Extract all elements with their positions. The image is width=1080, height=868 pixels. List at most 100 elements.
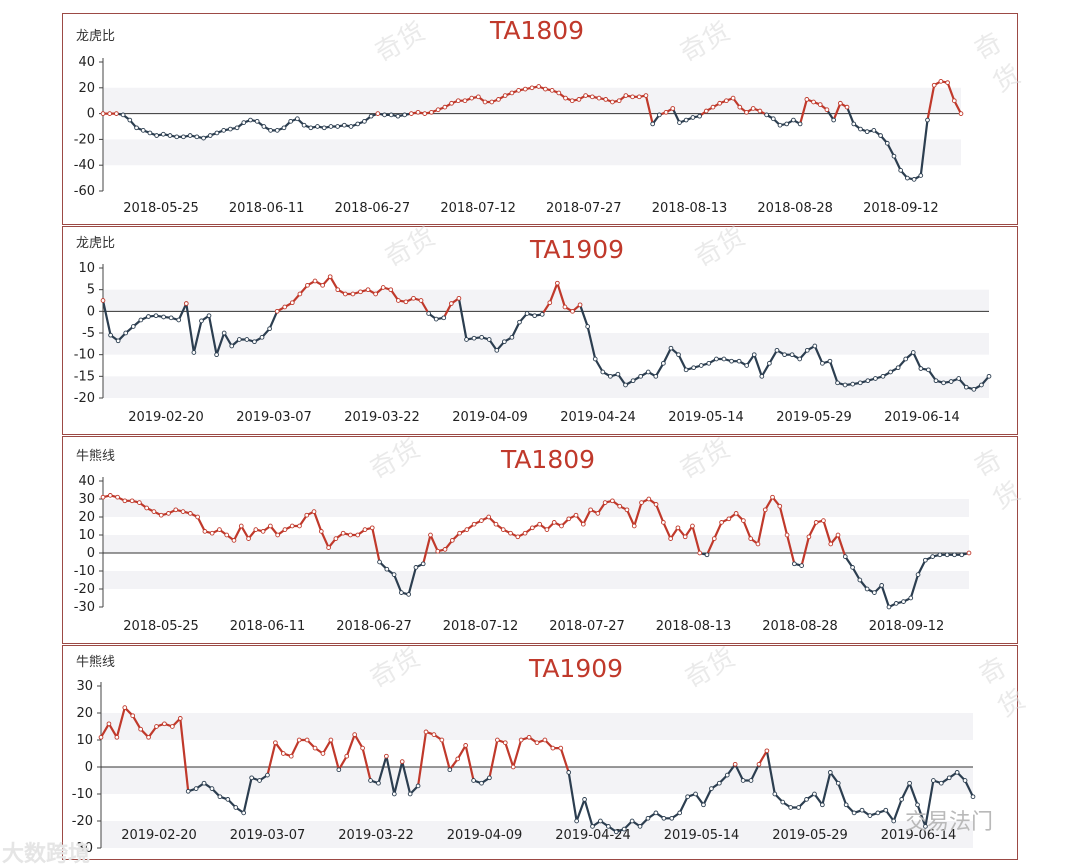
data-point — [915, 802, 920, 808]
data-point — [486, 514, 492, 520]
x-tick-label: 2019-04-09 — [452, 410, 528, 425]
data-point — [395, 113, 401, 119]
data-point — [289, 523, 295, 529]
data-point — [455, 756, 461, 762]
data-point — [214, 130, 220, 136]
data-point — [167, 133, 173, 138]
data-point — [780, 799, 786, 805]
data-point — [596, 95, 602, 101]
data-point — [585, 324, 590, 329]
data-point — [365, 287, 371, 293]
data-point — [668, 536, 673, 541]
data-point — [683, 367, 689, 373]
data-point — [623, 93, 629, 98]
data-point — [697, 550, 703, 556]
series-line-segment — [422, 533, 432, 565]
data-point — [945, 80, 950, 85]
series-line-segment — [101, 299, 112, 337]
data-point — [516, 88, 521, 93]
data-point — [108, 332, 113, 338]
series-line-segment — [556, 282, 567, 309]
series-line-segment — [705, 537, 716, 556]
data-point — [274, 308, 280, 314]
data-point — [524, 311, 530, 316]
data-point — [114, 734, 120, 740]
series-line-segment — [654, 362, 665, 378]
chart-title: TA1809 — [490, 16, 585, 45]
data-point — [288, 753, 294, 759]
data-point — [288, 118, 294, 124]
data-point — [320, 282, 325, 288]
data-point — [120, 112, 126, 118]
data-point — [435, 107, 441, 113]
data-point — [948, 379, 954, 384]
data-point — [415, 109, 421, 115]
y-tick-label: -10 — [74, 564, 95, 579]
data-point — [898, 168, 904, 173]
series-line-segment — [99, 722, 111, 739]
data-point — [355, 121, 361, 127]
data-point — [582, 797, 587, 802]
data-point — [629, 818, 635, 824]
y-tick-label: -30 — [72, 841, 93, 856]
data-point — [986, 373, 992, 379]
y-tick-label: -5 — [82, 326, 95, 341]
data-point — [691, 365, 697, 371]
data-point — [231, 538, 237, 543]
data-point — [703, 108, 709, 114]
data-point — [962, 778, 968, 783]
data-point — [784, 532, 790, 538]
data-point — [542, 737, 548, 743]
data-point — [457, 530, 462, 536]
data-point — [526, 734, 532, 740]
series-line-segment — [345, 733, 356, 758]
y-tick-label: 10 — [78, 528, 95, 543]
series-line-segment — [734, 763, 745, 782]
series-line-segment — [908, 782, 919, 806]
line-chart-0: 40 20 0 -20 -40 -60 2018-05-25 2018-06-11 2018-0… — [74, 55, 964, 216]
data-point — [166, 511, 171, 516]
chart-title: TA1909 — [530, 235, 625, 264]
data-point — [767, 360, 772, 366]
data-point — [341, 122, 347, 128]
series-line-segment — [822, 519, 832, 546]
data-point — [630, 378, 636, 384]
data-point — [963, 384, 969, 390]
data-point — [146, 734, 151, 740]
data-point — [98, 734, 104, 740]
x-tick-label: 2019-06-14 — [884, 410, 960, 425]
data-point — [100, 494, 106, 500]
data-point — [282, 304, 288, 310]
data-point — [464, 337, 469, 342]
data-point — [311, 509, 317, 514]
data-point — [442, 547, 448, 552]
data-point — [813, 520, 819, 525]
data-point — [748, 536, 754, 541]
data-point — [690, 115, 696, 120]
data-point — [122, 498, 128, 504]
data-point — [911, 177, 917, 182]
data-point — [871, 128, 877, 133]
data-point — [668, 345, 674, 351]
data-point — [595, 511, 601, 516]
series-line-segment — [185, 302, 195, 354]
data-point — [784, 121, 790, 127]
data-point — [937, 552, 943, 558]
data-point — [176, 317, 182, 323]
data-point — [879, 583, 885, 588]
data-point — [441, 315, 447, 321]
data-point — [931, 778, 936, 783]
data-point — [515, 534, 521, 540]
footer-brand-right: 交易法门 — [905, 810, 994, 835]
data-point — [824, 107, 830, 113]
series-line-segment — [575, 798, 586, 823]
data-point — [209, 786, 215, 791]
data-point — [449, 538, 455, 543]
data-point — [368, 778, 373, 783]
data-point — [850, 565, 855, 570]
data-point — [592, 356, 598, 362]
data-point — [229, 343, 235, 349]
data-point — [653, 373, 659, 379]
data-point — [724, 772, 730, 778]
series-line-segment — [799, 98, 808, 126]
